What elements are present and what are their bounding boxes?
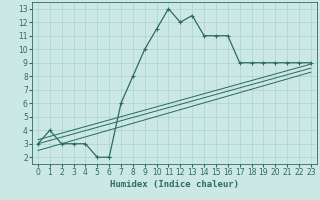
X-axis label: Humidex (Indice chaleur): Humidex (Indice chaleur) [110,180,239,189]
